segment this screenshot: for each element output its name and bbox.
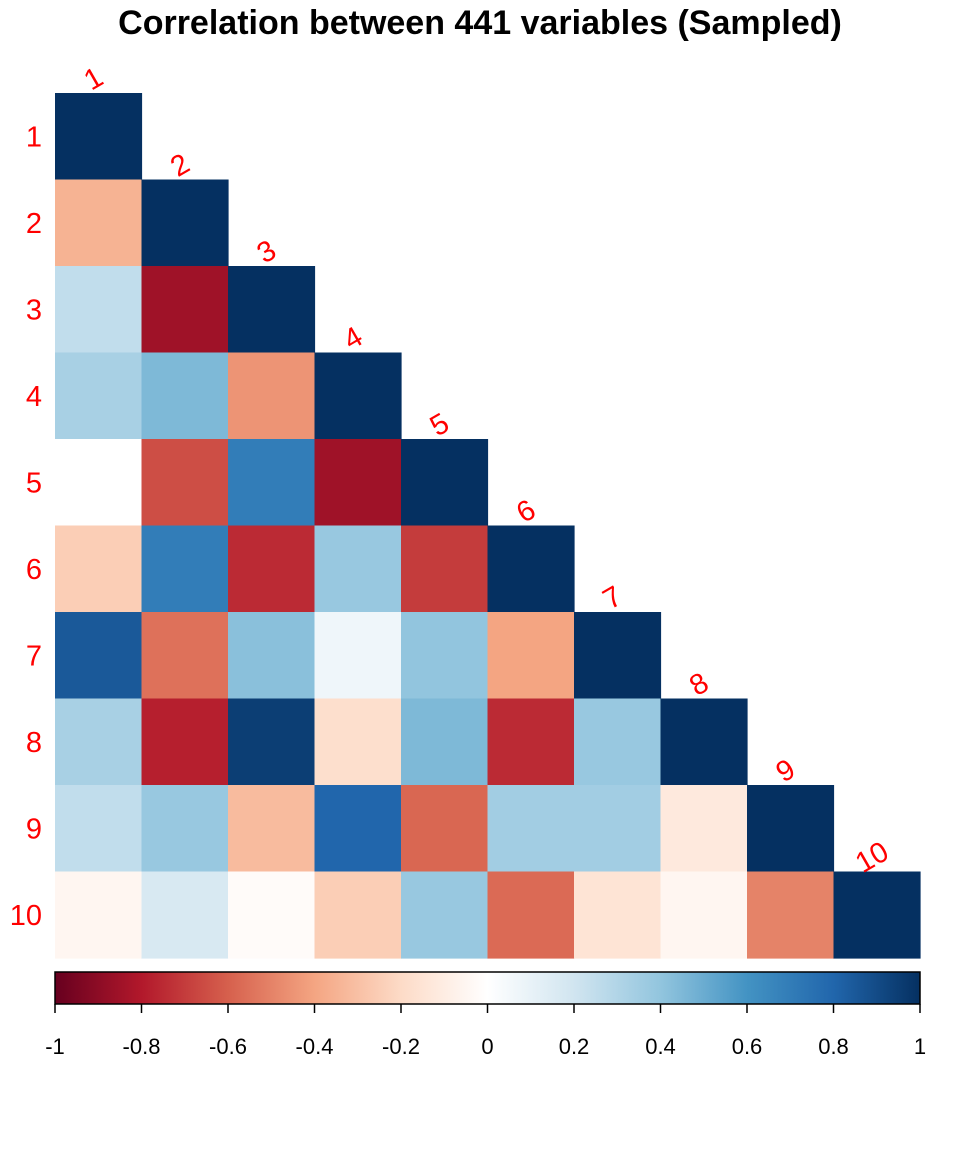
heatmap-cell bbox=[228, 785, 316, 873]
heatmap-cell bbox=[55, 785, 143, 873]
column-label: 6 bbox=[511, 494, 541, 530]
heatmap-cell bbox=[747, 785, 835, 873]
heatmap-cell bbox=[314, 612, 402, 700]
row-label: 8 bbox=[26, 727, 42, 759]
heatmap-cell bbox=[55, 352, 143, 440]
heatmap-cell bbox=[55, 179, 143, 267]
heatmap-cell bbox=[401, 612, 489, 700]
heatmap-cell bbox=[55, 871, 143, 959]
heatmap-cell bbox=[55, 525, 143, 613]
heatmap-cell bbox=[141, 266, 229, 354]
chart-title: Correlation between 441 variables (Sampl… bbox=[118, 4, 842, 42]
heatmap-cell bbox=[747, 871, 835, 959]
heatmap-cell bbox=[228, 266, 316, 354]
heatmap-cell bbox=[141, 871, 229, 959]
heatmap-cell bbox=[401, 871, 489, 959]
heatmap-cell bbox=[401, 785, 489, 873]
heatmap-cell bbox=[314, 525, 402, 613]
column-label: 7 bbox=[598, 580, 628, 616]
heatmap-cell bbox=[228, 871, 316, 959]
heatmap-cell bbox=[141, 179, 229, 267]
colorbar-tick-label: -0.2 bbox=[382, 1034, 420, 1059]
column-label: 3 bbox=[252, 234, 282, 270]
colorbar-tick-label: -1 bbox=[45, 1034, 65, 1059]
colorbar-tick-label: 0 bbox=[481, 1034, 493, 1059]
heatmap-cell bbox=[141, 785, 229, 873]
heatmap-cell bbox=[228, 525, 316, 613]
heatmap-cell bbox=[401, 525, 489, 613]
row-label: 3 bbox=[26, 294, 42, 326]
row-label: 7 bbox=[26, 640, 42, 672]
heatmap-cell bbox=[574, 871, 662, 959]
column-label: 9 bbox=[771, 753, 801, 789]
heatmap-cell bbox=[314, 439, 402, 527]
colorbar-tick-label: 1 bbox=[914, 1034, 926, 1059]
heatmap-cell bbox=[228, 439, 316, 527]
row-label: 9 bbox=[26, 813, 42, 845]
heatmap-cell bbox=[141, 525, 229, 613]
heatmap-cell bbox=[141, 612, 229, 700]
heatmap-cell bbox=[314, 352, 402, 440]
column-label: 4 bbox=[338, 321, 368, 357]
heatmap-cell bbox=[574, 698, 662, 786]
heatmap-cell bbox=[314, 871, 402, 959]
heatmap-cell bbox=[487, 525, 575, 613]
row-label: 1 bbox=[26, 121, 42, 153]
heatmap-cell bbox=[401, 698, 489, 786]
colorbar-tick-label: 0.6 bbox=[732, 1034, 763, 1059]
heatmap-cell bbox=[55, 93, 143, 181]
heatmap-cell bbox=[487, 698, 575, 786]
heatmap-cell bbox=[833, 871, 921, 959]
heatmap-cell bbox=[55, 266, 143, 354]
column-label: 5 bbox=[425, 407, 455, 443]
heatmap-cell bbox=[660, 785, 748, 873]
heatmap-cell bbox=[141, 698, 229, 786]
heatmap-cell bbox=[401, 439, 489, 527]
heatmap-cell bbox=[487, 612, 575, 700]
colorbar-tick-label: -0.4 bbox=[296, 1034, 334, 1059]
column-label: 1 bbox=[79, 61, 109, 97]
heatmap-cell bbox=[228, 612, 316, 700]
heatmap-cell bbox=[660, 871, 748, 959]
colorbar-tick-label: 0.8 bbox=[818, 1034, 849, 1059]
heatmap-cell bbox=[314, 785, 402, 873]
heatmap-cell bbox=[487, 785, 575, 873]
row-label: 6 bbox=[26, 554, 42, 586]
heatmap-cell bbox=[660, 698, 748, 786]
colorbar-tick-label: 0.2 bbox=[559, 1034, 590, 1059]
heatmap-cell bbox=[487, 871, 575, 959]
row-label: 2 bbox=[26, 208, 42, 240]
heatmap-cell bbox=[228, 698, 316, 786]
heatmap-cell bbox=[141, 439, 229, 527]
heatmap-cells bbox=[55, 93, 921, 959]
heatmap-cell bbox=[55, 439, 143, 527]
row-labels: 1 2 3 4 5 6 7 8 9 10 bbox=[10, 121, 42, 932]
row-label: 4 bbox=[26, 381, 42, 413]
colorbar-tick-label: -0.8 bbox=[123, 1034, 161, 1059]
colorbar: -1 -0.8 -0.6 -0.4 -0.2 0 0.2 0.4 0.6 0.8 1 bbox=[45, 971, 926, 1059]
row-label: 10 bbox=[10, 900, 42, 932]
colorbar-tick-label: 0.4 bbox=[645, 1034, 676, 1059]
heatmap-cell bbox=[574, 785, 662, 873]
heatmap-cell bbox=[574, 612, 662, 700]
colorbar-tick-label: -0.6 bbox=[209, 1034, 247, 1059]
colorbar-gradient bbox=[54, 971, 921, 1005]
column-label: 2 bbox=[165, 148, 195, 184]
heatmap-cell bbox=[314, 698, 402, 786]
heatmap-cell bbox=[55, 698, 143, 786]
row-label: 5 bbox=[26, 467, 42, 499]
heatmap-cell bbox=[55, 612, 143, 700]
column-label: 8 bbox=[684, 667, 714, 703]
heatmap-cell bbox=[141, 352, 229, 440]
heatmap-cell bbox=[228, 352, 316, 440]
